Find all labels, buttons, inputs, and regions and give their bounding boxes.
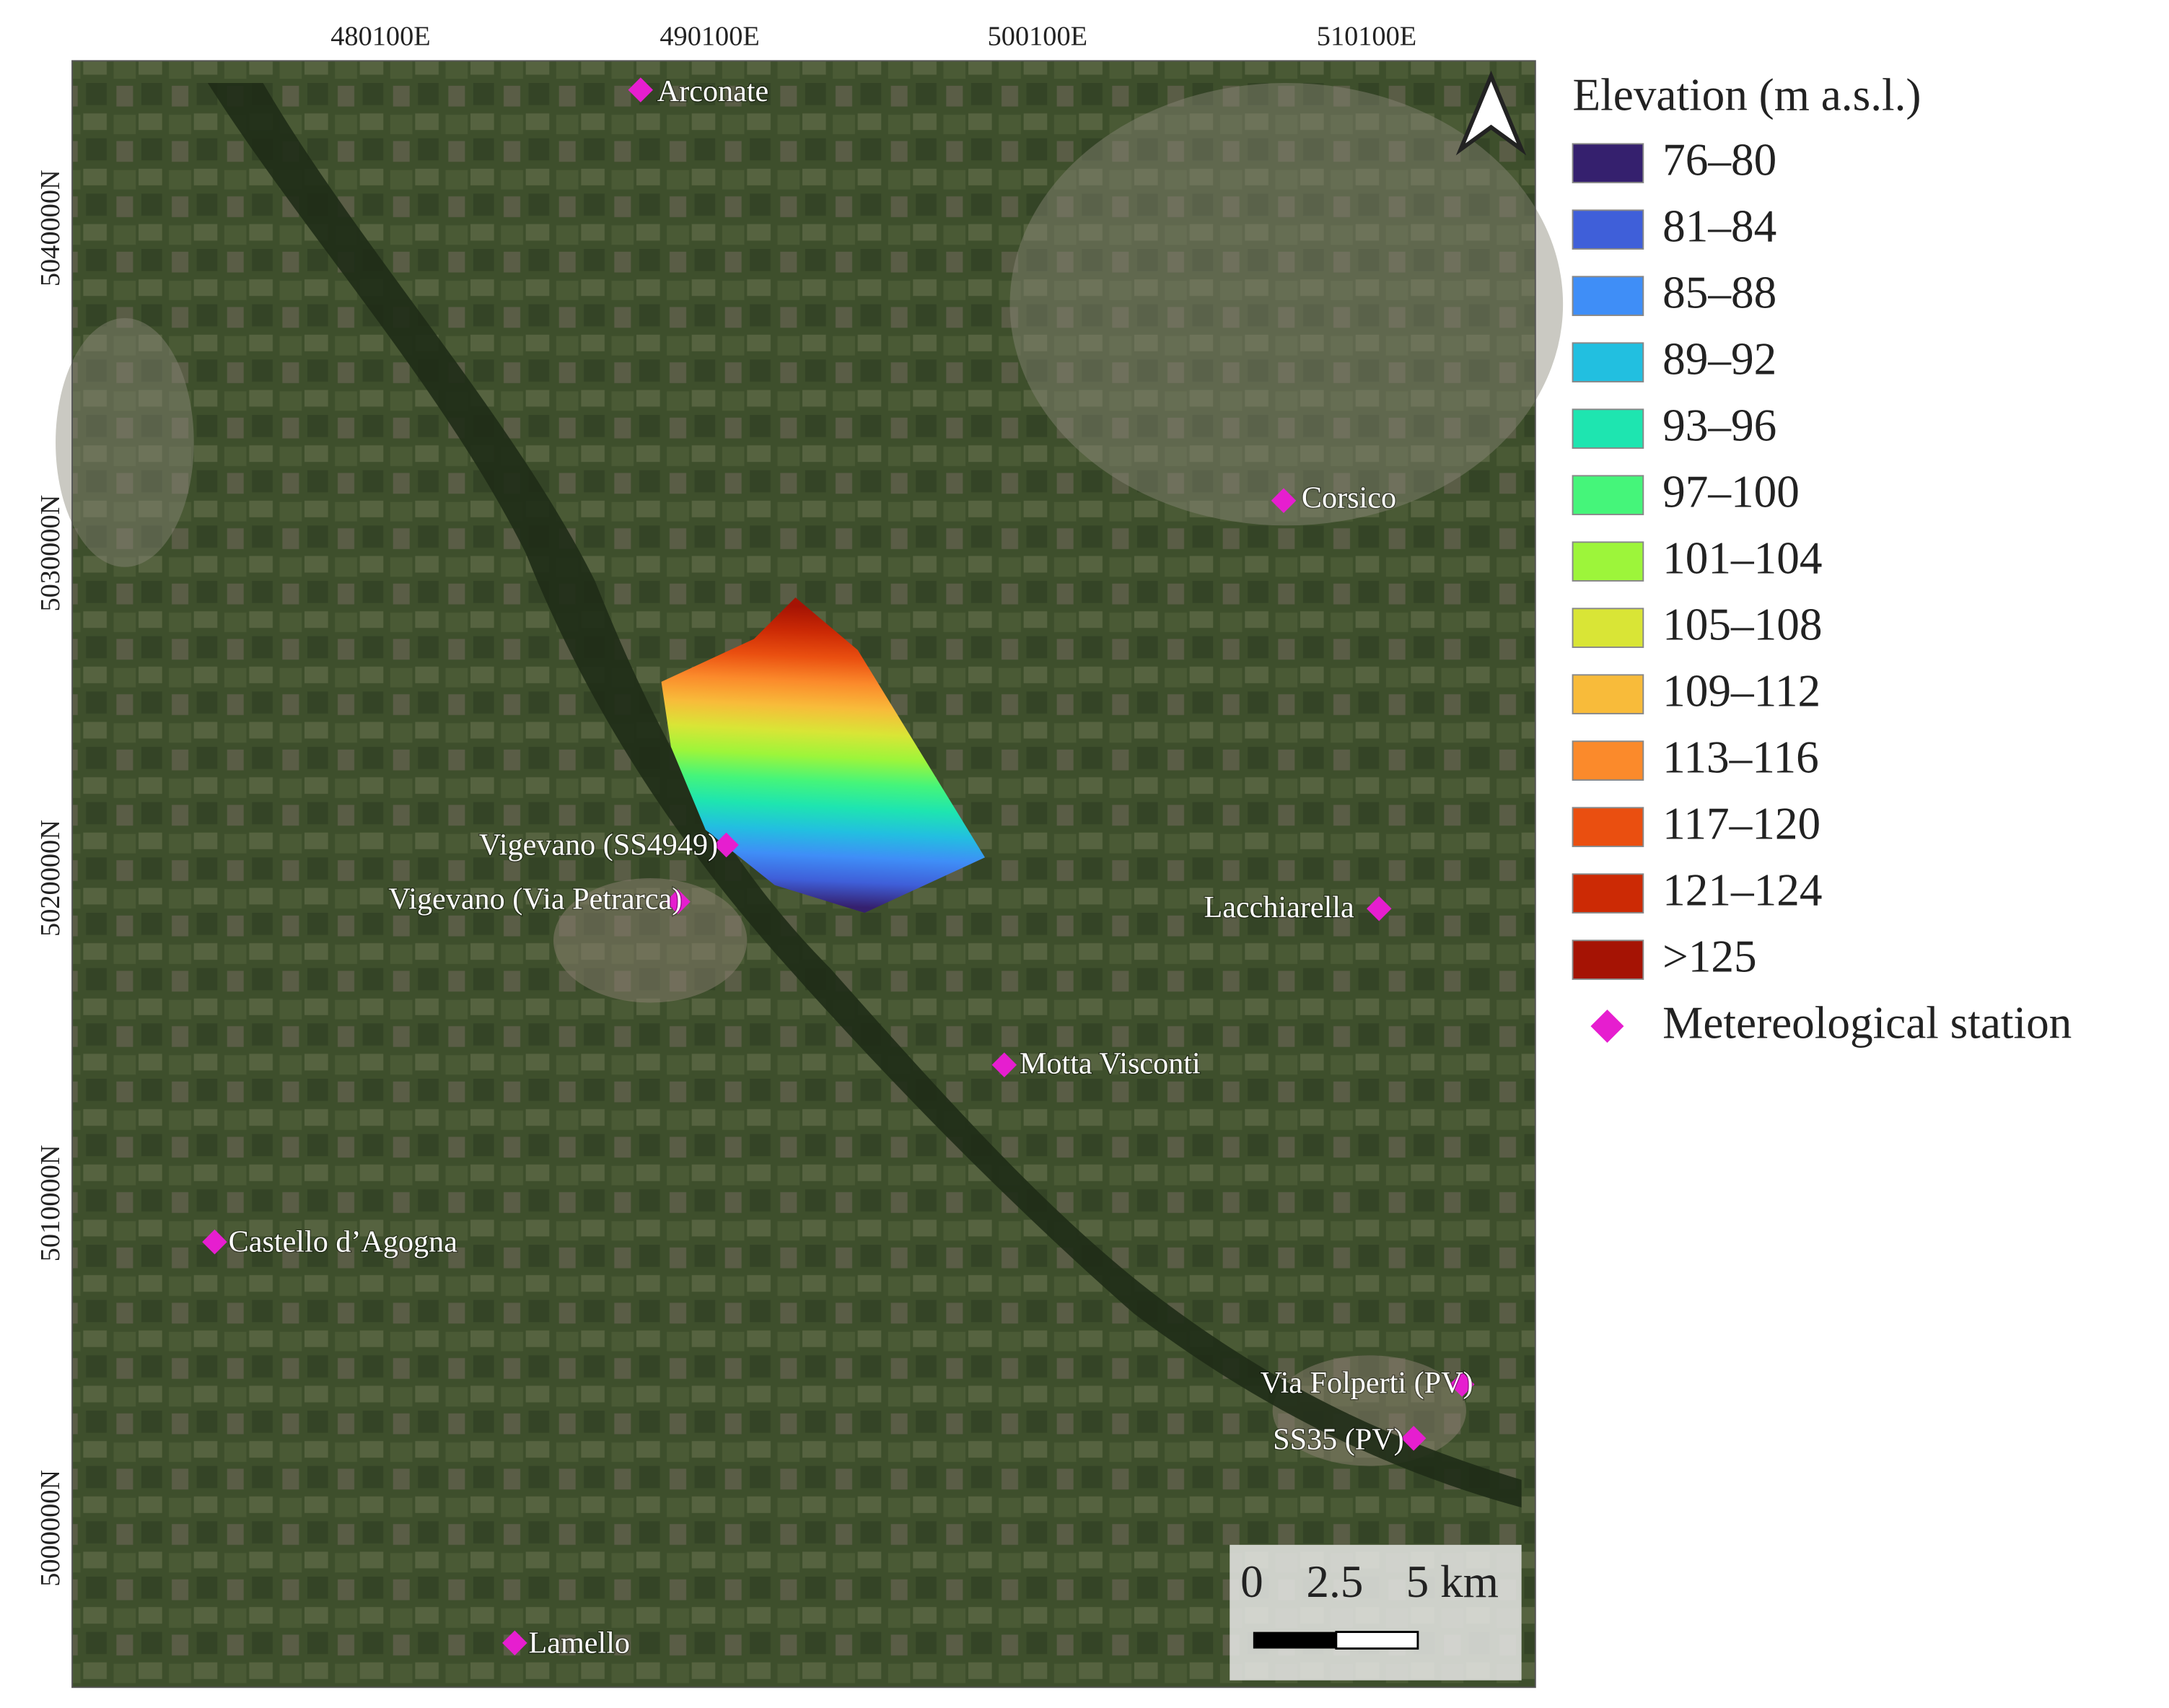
legend-label: 101–104	[1662, 533, 1822, 584]
legend-label: 89–92	[1662, 334, 1776, 385]
station-label: Arconate	[657, 74, 768, 108]
station-label: Via Folperti (PV)	[1261, 1366, 1473, 1400]
legend-label: 105–108	[1662, 600, 1822, 650]
legend-station-symbol	[1590, 1010, 1624, 1043]
station-label: Motta Visconti	[1020, 1046, 1201, 1080]
x-coordinate-label: 500100E	[988, 21, 1087, 51]
overlay: 480100E 490100E 500100E 510100E 5040000N 5030…	[35, 21, 2072, 1689]
station-marker	[665, 889, 691, 914]
legend-label: 93–96	[1662, 400, 1776, 451]
y-coordinate-label: 5010000N	[35, 1145, 66, 1262]
y-coordinate-label: 5020000N	[35, 820, 66, 937]
x-coordinate-label: 510100E	[1317, 21, 1416, 51]
legend-title: Elevation (m a.s.l.)	[1573, 70, 1922, 121]
legend-swatch	[1572, 608, 1644, 648]
station-label: Lacchiarella	[1204, 890, 1354, 924]
legend-label: >125	[1662, 932, 1757, 982]
station-label: Castello d’Agogna	[229, 1225, 458, 1259]
legend-swatch	[1572, 209, 1644, 250]
station-label: Vigevano (SS4949)	[479, 828, 718, 862]
legend-swatch	[1572, 342, 1644, 382]
legend-swatch	[1572, 740, 1644, 781]
legend-label: 85–88	[1662, 268, 1776, 318]
station-marker	[1449, 1372, 1475, 1397]
north-arrow	[1455, 70, 1527, 156]
legend-label: 97–100	[1662, 467, 1800, 517]
legend-swatch	[1572, 873, 1644, 914]
x-coordinate-label: 490100E	[660, 21, 759, 51]
scale-bar-label: 0	[1240, 1556, 1263, 1607]
map-frame	[71, 60, 1536, 1689]
y-coordinate-label: 5030000N	[35, 495, 66, 612]
legend-label: 121–124	[1662, 865, 1822, 916]
station-label: Corsico	[1302, 481, 1396, 514]
legend-swatch	[1572, 541, 1644, 582]
legend-label: 117–120	[1662, 799, 1820, 849]
scale-bar-box	[1230, 1544, 1522, 1681]
station-marker	[1401, 1426, 1427, 1451]
scale-bar-label: 2.5	[1306, 1556, 1363, 1607]
legend-swatch	[1572, 475, 1644, 515]
elevation-raster	[661, 597, 986, 913]
station-label: Lamello	[529, 1626, 630, 1660]
station-marker	[714, 832, 739, 858]
legend-swatch	[1572, 143, 1644, 183]
legend-label: Metereological station	[1662, 998, 2072, 1048]
legend-label: 113–116	[1662, 732, 1819, 783]
legend-swatch	[1572, 276, 1644, 316]
legend-swatch	[1572, 674, 1644, 714]
scale-bar-segment	[1253, 1632, 1336, 1649]
station-marker	[202, 1229, 227, 1255]
scale-bar-segment	[1335, 1631, 1419, 1650]
station-marker	[991, 1052, 1017, 1078]
legend-label: 109–112	[1662, 666, 1820, 717]
station-label: SS35 (PV)	[1273, 1423, 1404, 1457]
legend-label: 76–80	[1662, 135, 1776, 185]
station-marker	[502, 1630, 527, 1656]
scale-bar-label: 5 km	[1406, 1556, 1499, 1607]
y-coordinate-label: 5000000N	[35, 1470, 66, 1587]
y-coordinate-label: 5040000N	[35, 170, 66, 286]
x-coordinate-label: 480100E	[330, 21, 430, 51]
legend-swatch	[1572, 408, 1644, 449]
satellite-basemap	[56, 61, 1564, 1688]
station-label: Vigevano (Via Petrarca)	[388, 882, 682, 916]
legend-label: 81–84	[1662, 201, 1776, 252]
legend-swatch	[1572, 940, 1644, 980]
legend-swatch	[1572, 807, 1644, 847]
